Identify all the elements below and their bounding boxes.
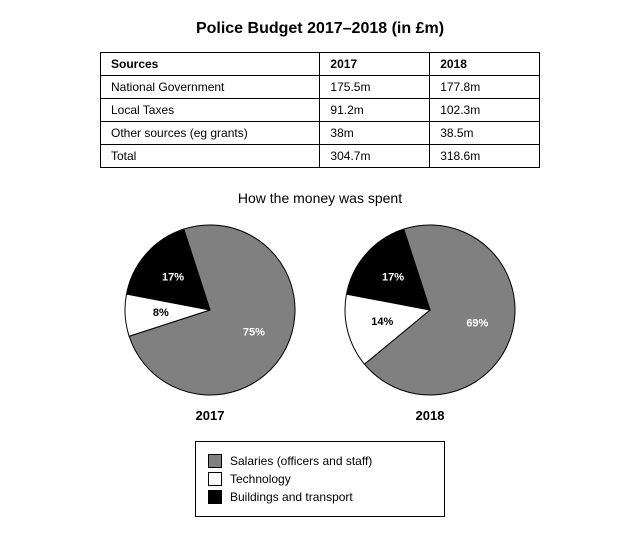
pie-label-salaries: 69%	[466, 318, 488, 330]
cell: 304.7m	[320, 145, 430, 168]
page-title: Police Budget 2017–2018 (in £m)	[30, 20, 610, 38]
pie-label-technology: 8%	[153, 307, 169, 319]
legend-item: Salaries (officers and staff)	[208, 454, 432, 468]
budget-table: Sources 2017 2018 National Government 17…	[100, 52, 540, 168]
cell: National Government	[101, 76, 320, 99]
cell: 177.8m	[430, 76, 540, 99]
table-row: Local Taxes 91.2m 102.3m	[101, 99, 540, 122]
legend-label: Buildings and transport	[230, 490, 353, 504]
pie-2017: 75% 8% 17%	[120, 220, 300, 400]
pie-2018-wrap: 69% 14% 17% 2018	[340, 220, 520, 423]
legend-item: Technology	[208, 472, 432, 486]
table-row: National Government 175.5m 177.8m	[101, 76, 540, 99]
table-row: Other sources (eg grants) 38m 38.5m	[101, 122, 540, 145]
pie-2017-year: 2017	[196, 408, 225, 423]
swatch-buildings	[208, 490, 222, 504]
table-row: Total 304.7m 318.6m	[101, 145, 540, 168]
table-header-row: Sources 2017 2018	[101, 53, 540, 76]
swatch-technology	[208, 472, 222, 486]
cell: 175.5m	[320, 76, 430, 99]
pie-label-salaries: 75%	[243, 326, 265, 338]
pie-label-technology: 14%	[371, 316, 393, 328]
cell: Other sources (eg grants)	[101, 122, 320, 145]
legend-label: Technology	[230, 472, 291, 486]
col-sources: Sources	[101, 53, 320, 76]
legend-label: Salaries (officers and staff)	[230, 454, 372, 468]
cell: 38.5m	[430, 122, 540, 145]
cell: 318.6m	[430, 145, 540, 168]
pie-label-buildings: 17%	[382, 271, 404, 283]
pie-2018: 69% 14% 17%	[340, 220, 520, 400]
pie-charts: 75% 8% 17% 2017 69% 14% 17% 2018	[30, 220, 610, 423]
legend-item: Buildings and transport	[208, 490, 432, 504]
pie-2017-wrap: 75% 8% 17% 2017	[120, 220, 300, 423]
swatch-salaries	[208, 454, 222, 468]
col-2017: 2017	[320, 53, 430, 76]
col-2018: 2018	[430, 53, 540, 76]
cell: 91.2m	[320, 99, 430, 122]
cell: 38m	[320, 122, 430, 145]
cell: Total	[101, 145, 320, 168]
spend-title: How the money was spent	[30, 190, 610, 206]
cell: 102.3m	[430, 99, 540, 122]
pie-label-buildings: 17%	[162, 271, 184, 283]
cell: Local Taxes	[101, 99, 320, 122]
pie-2018-year: 2018	[416, 408, 445, 423]
legend: Salaries (officers and staff) Technology…	[195, 441, 445, 517]
